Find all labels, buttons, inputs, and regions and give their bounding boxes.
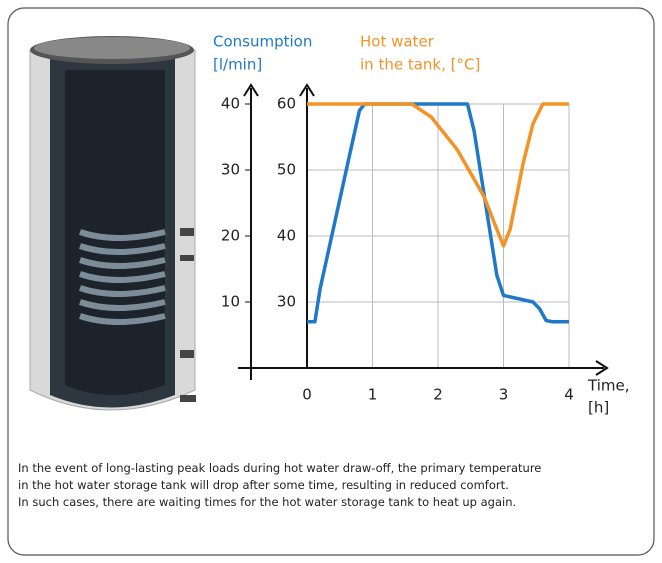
caption: In such cases, there are waiting times f… [18, 495, 516, 509]
y2-tick-label: 50 [277, 161, 296, 179]
x-axis-title: Time, [587, 377, 629, 395]
y2-tick-label: 60 [277, 95, 296, 113]
series-line [307, 102, 569, 248]
y2-tick-label: 30 [277, 293, 296, 311]
y-axis-title: [l/min] [213, 56, 262, 74]
x-tick-label: 1 [368, 386, 378, 404]
tank-illustration [29, 36, 196, 411]
y-tick-label: 20 [221, 227, 240, 245]
x-tick-label: 4 [564, 386, 574, 404]
caption: In the event of long-lasting peak loads … [18, 461, 541, 475]
y-tick-label: 30 [221, 161, 240, 179]
x-tick-label: 3 [499, 386, 509, 404]
y-axis-title: Consumption [213, 33, 312, 51]
x-axis-title: [h] [588, 399, 609, 417]
y2-axis-arrow [299, 83, 315, 97]
y2-axis-title: in the tank, [°C] [360, 56, 480, 74]
x-axis-arrow [595, 360, 609, 376]
caption: in the hot water storage tank will drop … [18, 478, 509, 492]
x-tick-label: 2 [433, 386, 443, 404]
y-tick-label: 40 [221, 95, 240, 113]
y-tick-label: 10 [221, 293, 240, 311]
y-axis-arrow [243, 83, 259, 97]
x-tick-label: 0 [302, 386, 312, 404]
y2-tick-label: 40 [277, 227, 296, 245]
y2-axis-title: Hot water [360, 33, 435, 51]
